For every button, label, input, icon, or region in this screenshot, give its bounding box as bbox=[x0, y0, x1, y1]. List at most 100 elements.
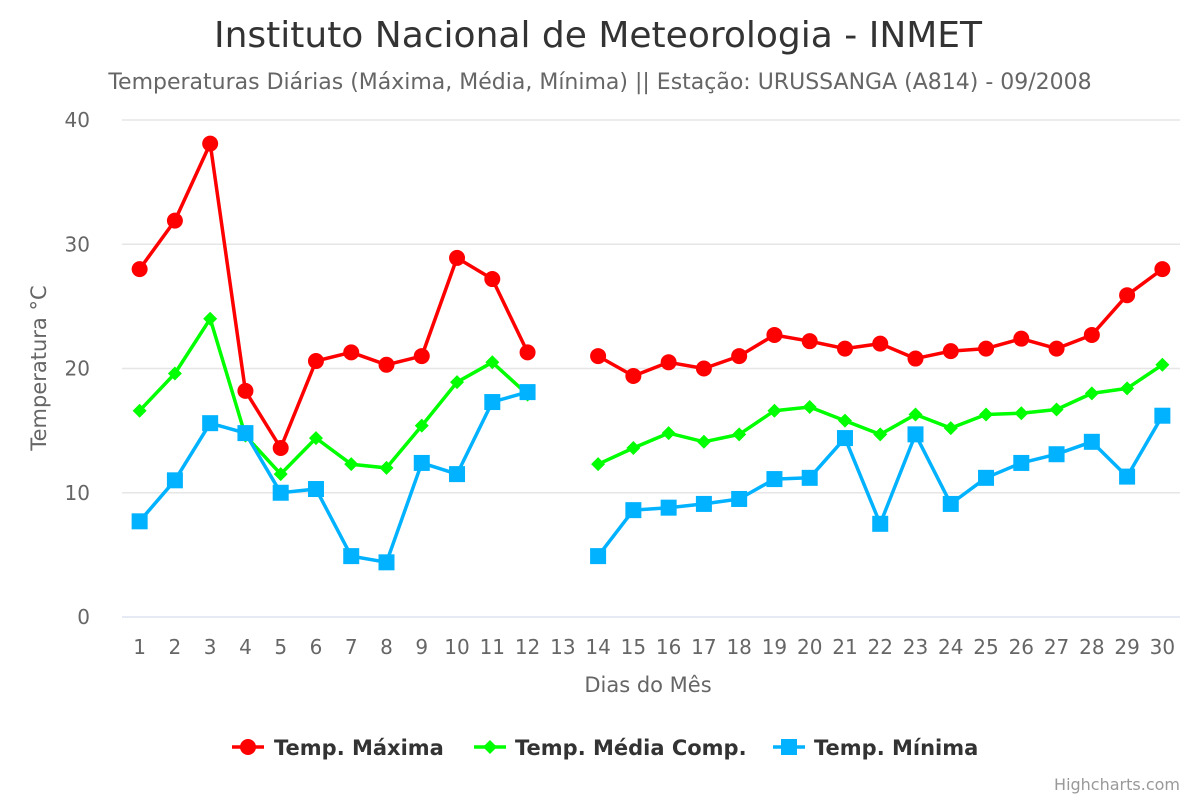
series-min-point[interactable] bbox=[978, 469, 995, 486]
series-min-point[interactable] bbox=[484, 394, 501, 411]
series-min-point[interactable] bbox=[237, 425, 254, 442]
series-max-point[interactable] bbox=[1048, 340, 1065, 357]
series-min-point[interactable] bbox=[1083, 433, 1100, 450]
series-min-point[interactable] bbox=[836, 430, 853, 447]
series-mean-point[interactable] bbox=[379, 460, 394, 475]
series-max-point[interactable] bbox=[590, 348, 607, 365]
series-min-point[interactable] bbox=[942, 495, 959, 512]
series-max-point[interactable] bbox=[1154, 261, 1171, 278]
series-max-point[interactable] bbox=[413, 348, 430, 365]
series-min-point[interactable] bbox=[1154, 407, 1171, 424]
series-mean-point[interactable] bbox=[273, 467, 288, 482]
series-min-point[interactable] bbox=[307, 481, 324, 498]
series-min-point[interactable] bbox=[731, 490, 748, 507]
series-max-point[interactable] bbox=[484, 271, 501, 288]
series-mean-point[interactable] bbox=[943, 421, 958, 436]
series-min-point[interactable] bbox=[801, 469, 818, 486]
series-max-point[interactable] bbox=[1013, 330, 1030, 347]
series-max-point[interactable] bbox=[660, 354, 677, 371]
series-max-point[interactable] bbox=[872, 335, 889, 352]
series-mean-point[interactable] bbox=[696, 434, 711, 449]
series-mean-point[interactable] bbox=[167, 366, 182, 381]
legend-marker-max bbox=[240, 739, 256, 755]
y-tick-label: 40 bbox=[65, 108, 90, 132]
series-mean-point[interactable] bbox=[485, 355, 500, 370]
series-max-point[interactable] bbox=[695, 360, 712, 377]
series-min-point[interactable] bbox=[202, 415, 219, 432]
legend-marker-mean bbox=[483, 740, 497, 754]
series-mean-point[interactable] bbox=[626, 441, 641, 456]
series-mean-point[interactable] bbox=[979, 407, 994, 422]
series-max-point[interactable] bbox=[343, 344, 360, 361]
series-mean-point[interactable] bbox=[1084, 386, 1099, 401]
series-min-point[interactable] bbox=[413, 454, 430, 471]
series-min-point[interactable] bbox=[695, 495, 712, 512]
series-max-point[interactable] bbox=[766, 326, 783, 343]
series-mean-point[interactable] bbox=[132, 403, 147, 418]
x-tick-label: 10 bbox=[444, 635, 469, 659]
series-min-point[interactable] bbox=[343, 548, 360, 565]
series-min-point[interactable] bbox=[766, 471, 783, 488]
series-min-point[interactable] bbox=[166, 472, 183, 489]
series-max-point[interactable] bbox=[978, 340, 995, 357]
series-max-point[interactable] bbox=[625, 367, 642, 384]
series-min-point[interactable] bbox=[907, 426, 924, 443]
series-max-point[interactable] bbox=[237, 382, 254, 399]
series-mean-point[interactable] bbox=[414, 418, 429, 433]
series-mean-point[interactable] bbox=[203, 311, 218, 326]
series-max-point[interactable] bbox=[449, 249, 466, 266]
series-mean-point[interactable] bbox=[767, 403, 782, 418]
x-tick-label: 20 bbox=[797, 635, 822, 659]
series-min-point[interactable] bbox=[1119, 468, 1136, 485]
series-mean-point[interactable] bbox=[344, 457, 359, 472]
x-tick-label: 24 bbox=[938, 635, 963, 659]
x-tick-label: 5 bbox=[274, 635, 287, 659]
series-min-point[interactable] bbox=[449, 466, 466, 483]
series-mean-point[interactable] bbox=[802, 400, 817, 415]
legend-item-max[interactable]: Temp. Máxima bbox=[232, 736, 444, 760]
series-mean-point[interactable] bbox=[873, 427, 888, 442]
series-max-point[interactable] bbox=[519, 344, 536, 361]
x-tick-label: 17 bbox=[691, 635, 716, 659]
series-mean-point[interactable] bbox=[1049, 402, 1064, 417]
series-max-point[interactable] bbox=[1119, 287, 1136, 304]
x-tick-label: 7 bbox=[345, 635, 358, 659]
series-mean-point[interactable] bbox=[837, 413, 852, 428]
series-mean-point[interactable] bbox=[591, 457, 606, 472]
series-max-point[interactable] bbox=[307, 353, 324, 370]
series-max-point[interactable] bbox=[907, 350, 924, 367]
series-max-point[interactable] bbox=[166, 212, 183, 229]
series-min-point[interactable] bbox=[378, 554, 395, 571]
series-min-point[interactable] bbox=[625, 502, 642, 519]
series-mean-point[interactable] bbox=[661, 426, 676, 441]
series-min-point[interactable] bbox=[131, 513, 148, 530]
series-min-point[interactable] bbox=[519, 384, 536, 401]
series-mean-point[interactable] bbox=[308, 431, 323, 446]
credits-label[interactable]: Highcharts.com bbox=[1054, 775, 1180, 794]
series-min-point[interactable] bbox=[872, 515, 889, 532]
series-max-point[interactable] bbox=[731, 348, 748, 365]
series-mean-point[interactable] bbox=[1155, 357, 1170, 372]
series-min-point[interactable] bbox=[1048, 446, 1065, 463]
series-max-point[interactable] bbox=[1083, 326, 1100, 343]
series-max-point[interactable] bbox=[202, 135, 219, 152]
series-min-point[interactable] bbox=[660, 499, 677, 516]
series-mean-point[interactable] bbox=[732, 427, 747, 442]
legend-item-min[interactable]: Temp. Mínima bbox=[773, 736, 978, 760]
series-mean-point[interactable] bbox=[1120, 381, 1135, 396]
series-min-point[interactable] bbox=[590, 548, 607, 565]
series-max-point[interactable] bbox=[272, 440, 289, 457]
series-max-point[interactable] bbox=[836, 340, 853, 357]
series-min-point[interactable] bbox=[1013, 454, 1030, 471]
series-max-point[interactable] bbox=[131, 261, 148, 278]
series-min-point[interactable] bbox=[272, 484, 289, 501]
series-max-point[interactable] bbox=[942, 343, 959, 360]
series-mean-point[interactable] bbox=[450, 375, 465, 390]
x-tick-label: 22 bbox=[868, 635, 893, 659]
series-max-point[interactable] bbox=[378, 356, 395, 373]
series-mean-point[interactable] bbox=[1014, 406, 1029, 421]
x-tick-label: 19 bbox=[762, 635, 787, 659]
series-mean-point[interactable] bbox=[908, 407, 923, 422]
legend-item-mean[interactable]: Temp. Média Comp. bbox=[474, 736, 747, 760]
series-max-point[interactable] bbox=[801, 333, 818, 350]
